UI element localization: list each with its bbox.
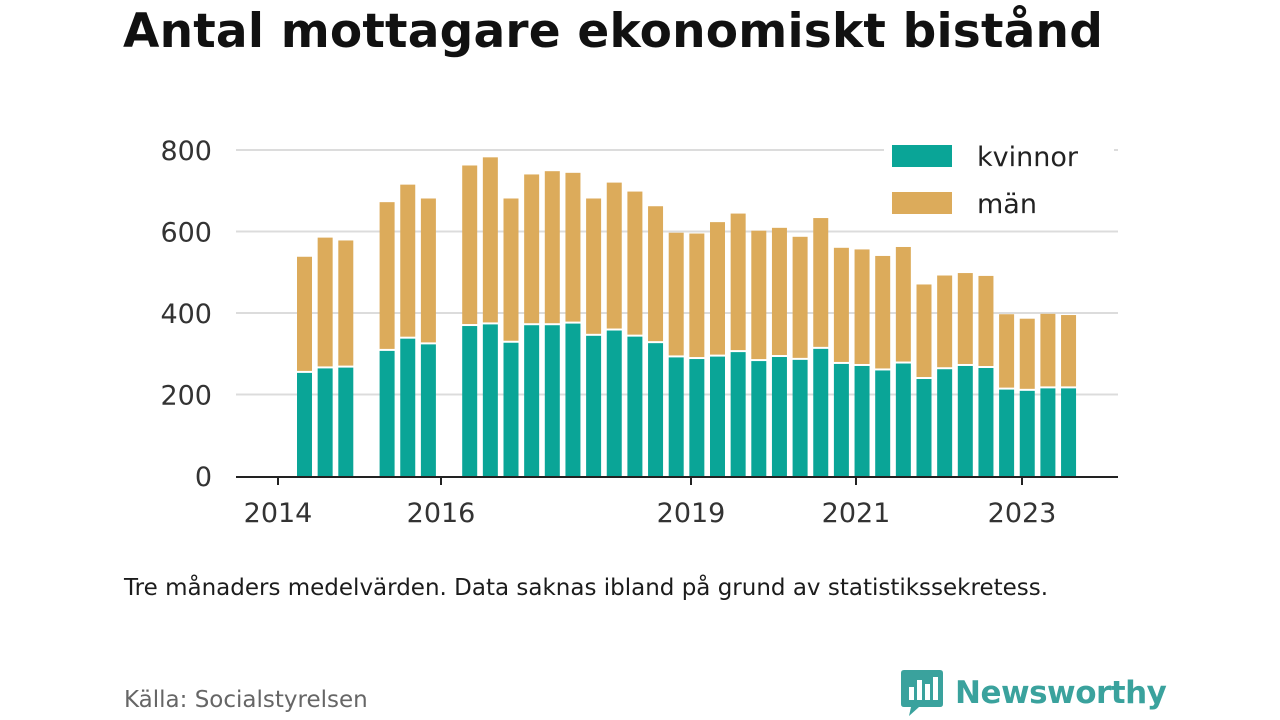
bar-kvinnor	[730, 352, 746, 476]
bar-kvinnor	[957, 365, 973, 476]
bar-man	[668, 232, 684, 356]
bar-kvinnor	[627, 336, 643, 476]
bar-man	[813, 218, 829, 347]
bar-kvinnor	[771, 357, 787, 476]
bar-man	[854, 249, 870, 364]
bar-man	[978, 275, 994, 367]
bar-kvinnor	[544, 325, 560, 476]
bar-kvinnor	[1061, 388, 1077, 476]
bar-man	[586, 198, 602, 334]
bar-kvinnor	[895, 363, 911, 476]
y-tick-label: 400	[160, 299, 212, 330]
bar-kvinnor	[482, 324, 498, 476]
bar-kvinnor	[400, 338, 416, 476]
bar-man	[627, 191, 643, 335]
bar-man	[317, 237, 333, 367]
bar-kvinnor	[916, 379, 932, 476]
y-tick-label: 0	[195, 462, 212, 493]
bar-kvinnor	[689, 359, 705, 476]
bar-man	[875, 255, 891, 369]
bar-kvinnor	[503, 342, 519, 476]
bar-man	[937, 275, 953, 368]
bar-man	[957, 273, 973, 364]
x-tick-label: 2016	[407, 498, 476, 529]
bar-man	[751, 230, 767, 360]
bar-kvinnor	[586, 335, 602, 476]
bar-man	[730, 213, 746, 351]
bar-man	[420, 198, 436, 343]
bar-man	[503, 198, 519, 341]
bar-kvinnor	[710, 356, 725, 476]
bar-kvinnor	[648, 343, 664, 476]
x-tick-label: 2014	[244, 498, 313, 529]
bar-kvinnor	[565, 323, 581, 476]
legend-swatch-kvinnor	[892, 145, 952, 167]
brand-logo[interactable]: Newsworthy	[901, 670, 1167, 716]
bar-man	[710, 222, 725, 355]
bar-kvinnor	[978, 368, 994, 476]
bar-man	[792, 236, 808, 358]
bar-man	[648, 206, 664, 342]
bar-kvinnor	[668, 357, 684, 476]
y-tick-label: 600	[160, 218, 212, 249]
bar-kvinnor	[751, 361, 767, 476]
legend: kvinnor män	[884, 136, 1114, 220]
bar-man	[565, 172, 581, 322]
bar-man	[1061, 315, 1077, 387]
bar-man	[999, 314, 1015, 388]
bar-kvinnor	[297, 372, 312, 476]
bar-kvinnor	[937, 369, 953, 476]
brand-name: Newsworthy	[955, 675, 1167, 711]
source-label: Källa: Socialstyrelsen	[124, 687, 368, 713]
bars	[297, 157, 1077, 476]
legend-label-man: män	[977, 189, 1037, 220]
bar-man	[1019, 318, 1035, 389]
bar-kvinnor	[606, 330, 622, 476]
bar-kvinnor	[462, 326, 478, 476]
legend-label-kvinnor: kvinnor	[977, 142, 1079, 173]
bar-man	[297, 256, 312, 371]
bar-kvinnor	[854, 365, 870, 476]
bar-man	[916, 284, 932, 378]
x-tick-label: 2023	[988, 498, 1057, 529]
bar-kvinnor	[1040, 388, 1056, 476]
y-tick-label: 200	[160, 381, 212, 412]
bar-man	[524, 174, 540, 324]
y-tick-label: 800	[160, 136, 212, 167]
bar-man	[544, 171, 560, 324]
bar-kvinnor	[1019, 390, 1035, 476]
bar-man	[462, 165, 478, 325]
chart-title: Antal mottagare ekonomiskt bistånd	[123, 4, 1104, 59]
bar-kvinnor	[420, 344, 436, 476]
bar-man	[379, 202, 395, 349]
x-tick-label: 2019	[657, 498, 726, 529]
newsworthy-logo-icon	[901, 670, 943, 716]
bar-kvinnor	[813, 348, 829, 476]
bar-man	[338, 240, 354, 366]
bar-man	[606, 182, 622, 329]
bar-kvinnor	[999, 389, 1015, 476]
bar-kvinnor	[875, 370, 891, 476]
bar-man	[482, 157, 498, 323]
bar-man	[895, 246, 911, 362]
bar-kvinnor	[833, 363, 849, 476]
bar-kvinnor	[317, 368, 333, 476]
legend-swatch-man	[892, 192, 952, 214]
bar-kvinnor	[379, 350, 395, 476]
bar-man	[771, 227, 787, 356]
bar-man	[1040, 313, 1056, 387]
bar-kvinnor	[792, 359, 808, 476]
bar-man	[400, 184, 416, 337]
bar-kvinnor	[338, 367, 354, 476]
bar-man	[689, 233, 705, 358]
axes: 0 200 400 600 800 2014 2016 2019 2021 2023	[160, 136, 1118, 529]
chart-note: Tre månaders medelvärden. Data saknas ib…	[124, 575, 1049, 601]
bar-man	[833, 247, 849, 362]
bar-kvinnor	[524, 325, 540, 476]
x-tick-label: 2021	[822, 498, 891, 529]
